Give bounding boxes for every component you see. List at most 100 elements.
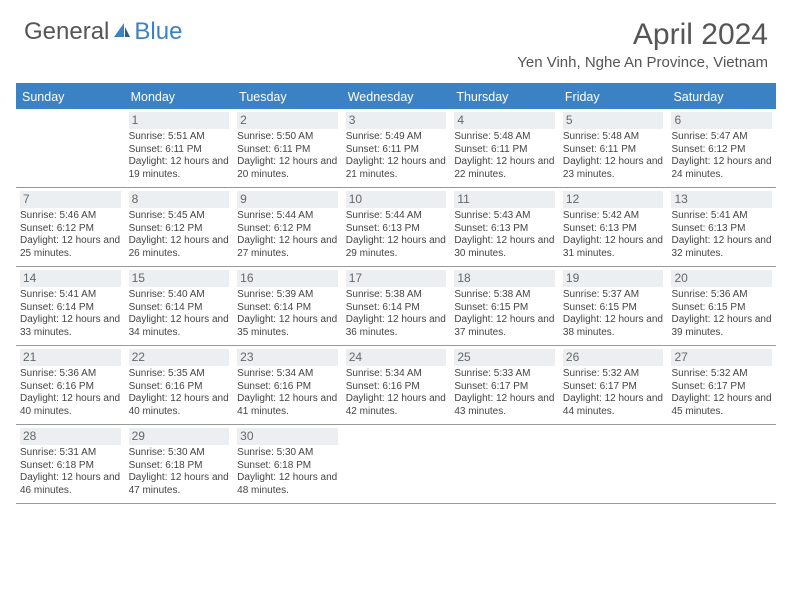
daylight-line: Daylight: 12 hours and 31 minutes.: [563, 235, 664, 260]
day-number: 21: [20, 349, 121, 366]
title-block: April 2024 Yen Vinh, Nghe An Province, V…: [517, 18, 768, 71]
daylight-line: Daylight: 12 hours and 36 minutes.: [346, 314, 447, 339]
calendar-cell: 25 Sunrise: 5:33 AMSunset: 6:17 PMDayligh…: [450, 346, 559, 424]
day-header-cell: Friday: [559, 85, 668, 109]
sunrise-line: Sunrise: 5:43 AM: [454, 210, 555, 223]
daylight-line: Daylight: 12 hours and 35 minutes.: [237, 314, 338, 339]
sunrise-line: Sunrise: 5:34 AM: [237, 368, 338, 381]
calendar-cell: 15Sunrise: 5:40 AMSunset: 6:14 PMDayligh…: [125, 267, 234, 345]
logo-text-2: Blue: [134, 18, 182, 46]
day-number: 29: [129, 428, 230, 445]
day-number: 15: [129, 270, 230, 287]
sunrise-line: Sunrise: 5:33 AM: [454, 368, 555, 381]
daylight-line: Daylight: 12 hours and 26 minutes.: [129, 235, 230, 260]
sunrise-line: Sunrise: 5:36 AM: [671, 289, 772, 302]
daylight-line: Daylight: 12 hours and 45 minutes.: [671, 393, 772, 418]
day-number: 8: [129, 191, 230, 208]
sunset-line: Sunset: 6:11 PM: [237, 144, 338, 157]
day-number: 1: [129, 112, 230, 129]
daylight-line: Daylight: 12 hours and 32 minutes.: [671, 235, 772, 260]
day-number: 3: [346, 112, 447, 129]
calendar-cell: [342, 425, 451, 503]
day-number: 18: [454, 270, 555, 287]
calendar-cell: 28Sunrise: 5:31 AMSunset: 6:18 PMDayligh…: [16, 425, 125, 503]
day-header-cell: Saturday: [667, 85, 776, 109]
sunset-line: Sunset: 6:11 PM: [454, 144, 555, 157]
daylight-line: Daylight: 12 hours and 25 minutes.: [20, 235, 121, 260]
sunrise-line: Sunrise: 5:46 AM: [20, 210, 121, 223]
calendar-cell: 17Sunrise: 5:38 AMSunset: 6:14 PMDayligh…: [342, 267, 451, 345]
calendar-cell: 4Sunrise: 5:48 AMSunset: 6:11 PMDaylight…: [450, 109, 559, 187]
day-number: 16: [237, 270, 338, 287]
sunrise-line: Sunrise: 5:41 AM: [20, 289, 121, 302]
day-number: 23: [237, 349, 338, 366]
sunset-line: Sunset: 6:16 PM: [20, 381, 121, 394]
daylight-line: Daylight: 12 hours and 41 minutes.: [237, 393, 338, 418]
day-number: 12: [563, 191, 664, 208]
calendar: SundayMondayTuesdayWednesdayThursdayFrid…: [16, 83, 776, 504]
sunrise-line: Sunrise: 5:39 AM: [237, 289, 338, 302]
calendar-week: 7Sunrise: 5:46 AMSunset: 6:12 PMDaylight…: [16, 188, 776, 267]
sunset-line: Sunset: 6:13 PM: [563, 223, 664, 236]
day-number: 7: [20, 191, 121, 208]
calendar-cell: 14Sunrise: 5:41 AMSunset: 6:14 PMDayligh…: [16, 267, 125, 345]
sunset-line: Sunset: 6:16 PM: [346, 381, 447, 394]
day-number: 27: [671, 349, 772, 366]
day-number: 25: [454, 349, 555, 366]
day-header-cell: Sunday: [16, 85, 125, 109]
sunset-line: Sunset: 6:12 PM: [671, 144, 772, 157]
sunset-line: Sunset: 6:14 PM: [237, 302, 338, 315]
day-header-cell: Monday: [125, 85, 234, 109]
calendar-cell: 30Sunrise: 5:30 AMSunset: 6:18 PMDayligh…: [233, 425, 342, 503]
calendar-cell: [559, 425, 668, 503]
calendar-cell: 24Sunrise: 5:34 AMSunset: 6:16 PMDayligh…: [342, 346, 451, 424]
calendar-week: 28Sunrise: 5:31 AMSunset: 6:18 PMDayligh…: [16, 425, 776, 504]
daylight-line: Daylight: 12 hours and 42 minutes.: [346, 393, 447, 418]
sunset-line: Sunset: 6:13 PM: [671, 223, 772, 236]
calendar-cell: 10Sunrise: 5:44 AMSunset: 6:13 PMDayligh…: [342, 188, 451, 266]
daylight-line: Daylight: 12 hours and 29 minutes.: [346, 235, 447, 260]
day-number: 14: [20, 270, 121, 287]
daylight-line: Daylight: 12 hours and 46 minutes.: [20, 472, 121, 497]
daylight-line: Daylight: 12 hours and 30 minutes.: [454, 235, 555, 260]
day-number: 20: [671, 270, 772, 287]
sunrise-line: Sunrise: 5:32 AM: [563, 368, 664, 381]
sunrise-line: Sunrise: 5:42 AM: [563, 210, 664, 223]
header: General Blue April 2024 Yen Vinh, Nghe A…: [0, 0, 792, 77]
day-number: 2: [237, 112, 338, 129]
sunset-line: Sunset: 6:14 PM: [20, 302, 121, 315]
calendar-cell: 19Sunrise: 5:37 AMSunset: 6:15 PMDayligh…: [559, 267, 668, 345]
calendar-cell: 16 Sunrise: 5:39 AMSunset: 6:14 PMDayligh…: [233, 267, 342, 345]
sunset-line: Sunset: 6:13 PM: [454, 223, 555, 236]
sunset-line: Sunset: 6:18 PM: [237, 460, 338, 473]
calendar-cell: 27Sunrise: 5:32 AMSunset: 6:17 PMDayligh…: [667, 346, 776, 424]
day-number: 5: [563, 112, 664, 129]
calendar-cell: 20Sunrise: 5:36 AMSunset: 6:15 PMDayligh…: [667, 267, 776, 345]
sunrise-line: Sunrise: 5:45 AM: [129, 210, 230, 223]
calendar-cell: 18Sunrise: 5:38 AMSunset: 6:15 PMDayligh…: [450, 267, 559, 345]
calendar-cell: [16, 109, 125, 187]
calendar-cell: 12 Sunrise: 5:42 AMSunset: 6:13 PMDayligh…: [559, 188, 668, 266]
sunrise-line: Sunrise: 5:40 AM: [129, 289, 230, 302]
daylight-line: Daylight: 12 hours and 43 minutes.: [454, 393, 555, 418]
calendar-cell: 21Sunrise: 5:36 AMSunset: 6:16 PMDayligh…: [16, 346, 125, 424]
month-title: April 2024: [517, 18, 768, 52]
daylight-line: Daylight: 12 hours and 19 minutes.: [129, 156, 230, 181]
daylight-line: Daylight: 12 hours and 44 minutes.: [563, 393, 664, 418]
sunrise-line: Sunrise: 5:50 AM: [237, 131, 338, 144]
calendar-cell: [450, 425, 559, 503]
sunset-line: Sunset: 6:18 PM: [129, 460, 230, 473]
logo-text-1: General: [24, 18, 109, 46]
sunset-line: Sunset: 6:15 PM: [563, 302, 664, 315]
day-number: 24: [346, 349, 447, 366]
day-number: 10: [346, 191, 447, 208]
calendar-cell: 9Sunrise: 5:44 AMSunset: 6:12 PMDaylight…: [233, 188, 342, 266]
day-number: 17: [346, 270, 447, 287]
calendar-cell: 11Sunrise: 5:43 AMSunset: 6:13 PMDayligh…: [450, 188, 559, 266]
sunrise-line: Sunrise: 5:37 AM: [563, 289, 664, 302]
sunset-line: Sunset: 6:17 PM: [454, 381, 555, 394]
daylight-line: Daylight: 12 hours and 22 minutes.: [454, 156, 555, 181]
logo: General Blue: [24, 18, 182, 46]
calendar-cell: 3Sunrise: 5:49 AMSunset: 6:11 PMDaylight…: [342, 109, 451, 187]
daylight-line: Daylight: 12 hours and 21 minutes.: [346, 156, 447, 181]
